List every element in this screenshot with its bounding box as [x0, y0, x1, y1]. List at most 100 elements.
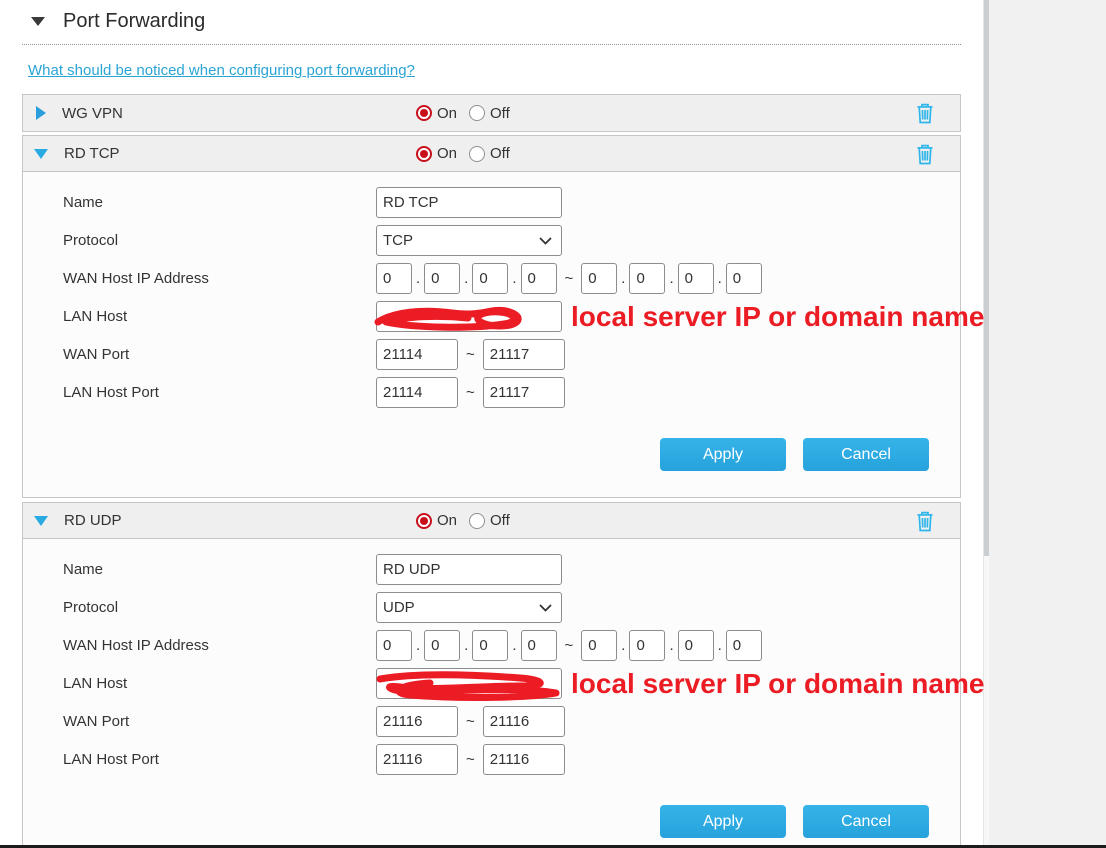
trash-icon[interactable]	[916, 511, 934, 532]
rule-label: WG VPN	[62, 104, 123, 122]
protocol-label: Protocol	[63, 599, 119, 616]
wan-ip-from-octet-4[interactable]	[520, 630, 557, 661]
form-row-wan-port: WAN Port ~	[23, 339, 960, 370]
chevron-down-icon	[539, 236, 552, 245]
wan-ip-from-octet-3[interactable]	[472, 630, 509, 661]
scrollbar-thumb[interactable]	[984, 0, 990, 556]
cancel-button[interactable]: Cancel	[803, 805, 929, 838]
apply-button[interactable]: Apply	[660, 805, 786, 838]
wan-port-to-input[interactable]	[482, 339, 565, 370]
ip-dot: .	[717, 637, 722, 654]
form-row-lan-port: LAN Host Port ~	[23, 744, 960, 775]
lan-host-input[interactable]	[376, 668, 562, 699]
radio-off[interactable]	[469, 512, 486, 529]
wan-ip-to-octet-1[interactable]	[581, 630, 618, 661]
wan-ip-from-octet-4[interactable]	[520, 263, 557, 294]
main-content: Port Forwarding What should be noticed w…	[22, 10, 985, 848]
wan-port-to-input[interactable]	[482, 706, 565, 737]
lan-port-label: LAN Host Port	[63, 384, 159, 401]
rule-header-wg-vpn: WG VPN On Off	[23, 95, 960, 131]
wan-ip-to-octet-1[interactable]	[581, 263, 618, 294]
form-row-wan-ip: WAN Host IP Address . . . ~ . . .	[23, 263, 960, 294]
protocol-selected-value: TCP	[383, 232, 413, 249]
ip-dot: .	[416, 270, 421, 287]
lan-host-input[interactable]	[376, 301, 562, 332]
form-row-wan-ip: WAN Host IP Address . . . ~ . . .	[23, 630, 960, 661]
cancel-button[interactable]: Cancel	[803, 438, 929, 471]
ip-dot: .	[717, 270, 722, 287]
wan-port-from-input[interactable]	[376, 339, 458, 370]
wan-port-label: WAN Port	[63, 713, 130, 730]
lan-port-from-input[interactable]	[376, 377, 458, 408]
protocol-select[interactable]: UDP	[376, 592, 562, 623]
trash-icon[interactable]	[916, 144, 934, 165]
help-link[interactable]: What should be noticed when configuring …	[28, 62, 415, 79]
trash-icon[interactable]	[916, 103, 934, 124]
radio-on[interactable]	[416, 512, 432, 529]
form-row-wan-port: WAN Port ~	[23, 706, 960, 737]
radio-off[interactable]	[469, 105, 486, 121]
lan-port-from-input[interactable]	[376, 744, 458, 775]
name-input[interactable]	[376, 554, 562, 585]
apply-button[interactable]: Apply	[660, 438, 786, 471]
ip-dot: .	[416, 637, 421, 654]
radio-on[interactable]	[416, 145, 432, 162]
rule-form-rd-udp: Name Protocol UDP WAN Host IP Address . …	[23, 539, 984, 848]
wan-ip-to-octet-2[interactable]	[629, 630, 666, 661]
lan-host-wrap: local server IP or domain name	[376, 668, 984, 701]
wan-ip-to-octet-3[interactable]	[677, 630, 714, 661]
form-row-lan-host: LAN Host local server IP or domain name	[23, 668, 984, 701]
radio-off-label: Off	[490, 512, 510, 529]
rule-box-wg-vpn: WG VPN On Off	[22, 94, 961, 132]
wan-ip-to-octet-4[interactable]	[725, 263, 762, 294]
form-row-protocol: Protocol UDP	[23, 592, 960, 623]
wan-ip-from-octet-1[interactable]	[376, 630, 412, 661]
screen-bottom-edge	[0, 845, 1106, 848]
chevron-down-icon	[539, 603, 552, 612]
protocol-select[interactable]: TCP	[376, 225, 562, 256]
collapse-down-icon[interactable]	[34, 515, 48, 526]
wan-ip-from-octet-1[interactable]	[376, 263, 412, 294]
wan-ip-to-octet-4[interactable]	[725, 630, 762, 661]
ip-dot: .	[669, 270, 674, 287]
wan-ip-to-octet-2[interactable]	[629, 263, 666, 294]
right-background-panel	[989, 0, 1106, 845]
ip-dot: .	[512, 270, 517, 287]
lan-port-label: LAN Host Port	[63, 751, 159, 768]
range-tilde: ~	[564, 637, 574, 654]
scrollbar-track[interactable]	[983, 0, 990, 845]
radio-on-label: On	[437, 512, 458, 529]
range-tilde: ~	[466, 751, 475, 768]
name-label: Name	[63, 561, 104, 578]
ip-dot: .	[669, 637, 674, 654]
lan-host-wrap: local server IP or domain name	[374, 300, 985, 332]
radio-on[interactable]	[416, 105, 432, 121]
lan-port-to-input[interactable]	[482, 744, 565, 775]
expand-right-icon[interactable]	[36, 106, 46, 120]
wan-ip-from-octet-3[interactable]	[472, 263, 509, 294]
ip-dot: .	[512, 637, 517, 654]
form-row-name: Name	[23, 554, 960, 585]
wan-ip-from-octet-2[interactable]	[424, 263, 461, 294]
wan-port-from-input[interactable]	[376, 706, 458, 737]
form-row-name: Name	[23, 187, 960, 218]
range-tilde: ~	[466, 346, 475, 363]
ip-dot: .	[621, 637, 626, 654]
wan-ip-to-octet-3[interactable]	[677, 263, 714, 294]
page-title: Port Forwarding	[63, 10, 206, 32]
collapse-down-icon[interactable]	[34, 148, 48, 159]
button-row: Apply Cancel	[23, 805, 960, 838]
form-row-protocol: Protocol TCP	[23, 225, 960, 256]
annotation-text: local server IP or domain name	[571, 300, 985, 332]
wan-ip-from-octet-2[interactable]	[424, 630, 461, 661]
section-collapse-icon[interactable]	[31, 17, 45, 26]
form-row-lan-port: LAN Host Port ~	[23, 377, 960, 408]
wan-ip-label: WAN Host IP Address	[63, 637, 209, 654]
rule-header-rd-udp: RD UDP On Off	[23, 503, 960, 539]
lan-port-to-input[interactable]	[482, 377, 565, 408]
radio-off[interactable]	[469, 145, 486, 162]
ip-dot: .	[621, 270, 626, 287]
protocol-selected-value: UDP	[383, 599, 415, 616]
on-off-radio-group: On Off	[416, 512, 522, 529]
name-input[interactable]	[376, 187, 562, 218]
